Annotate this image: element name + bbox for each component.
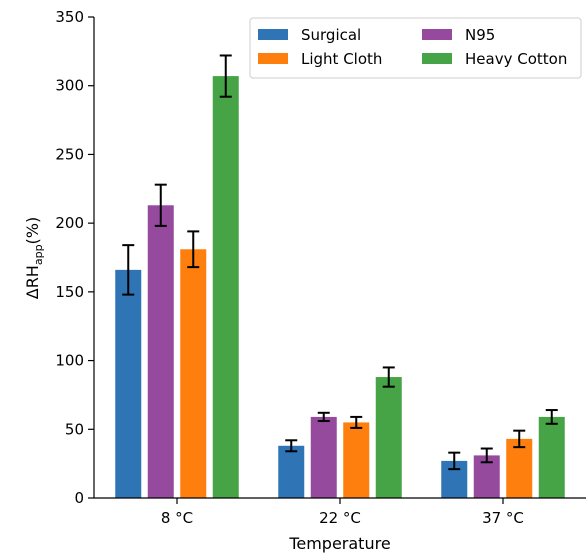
y-tick-label-150: 150: [55, 283, 84, 301]
error-bar-light-cloth-2: [513, 429, 526, 449]
y-tick-label-200: 200: [55, 214, 84, 232]
error-bar-light-cloth-0: [187, 230, 200, 269]
legend-swatch-light-cloth: [258, 53, 288, 64]
bar-n95-0: [147, 205, 174, 498]
bar-heavy-cotton-2: [538, 416, 565, 498]
error-bar-surgical-1: [285, 439, 298, 453]
x-tick-label-1: 22 °C: [319, 509, 361, 527]
bar-light-cloth-2: [506, 438, 533, 498]
axes-layer: 0 50 100 150 200 250 300 350 8 °C 22 °C 37 °C: [55, 8, 586, 527]
error-bar-n95-1: [317, 411, 330, 423]
legend-swatch-surgical: [258, 29, 288, 40]
bar-heavy-cotton-0: [212, 76, 239, 498]
error-bar-heavy-cotton-1: [382, 366, 395, 388]
y-tick-label-100: 100: [55, 352, 84, 370]
bar-n95-1: [310, 416, 337, 498]
y-tick-label-0: 0: [74, 489, 84, 507]
x-tick-label-2: 37 °C: [482, 509, 524, 527]
y-axis-title-sub: app: [32, 244, 45, 265]
legend-label-light-cloth: Light Cloth: [301, 50, 382, 68]
bar-surgical-1: [278, 445, 305, 498]
legend-swatch-n95: [422, 29, 452, 40]
bar-surgical-0: [115, 269, 142, 498]
error-bar-light-cloth-1: [350, 415, 363, 429]
error-bar-n95-2: [480, 447, 493, 464]
legend-label-n95: N95: [465, 26, 495, 44]
error-bar-surgical-0: [122, 244, 135, 296]
bar-heavy-cotton-1: [375, 377, 402, 498]
legend-frame: [249, 17, 582, 79]
error-bar-heavy-cotton-0: [219, 54, 232, 98]
bar-light-cloth-0: [180, 249, 207, 498]
bar-light-cloth-1: [343, 422, 370, 498]
y-axis-title: ΔRHapp(%): [23, 217, 45, 300]
y-axis-title-unit: (%): [23, 217, 42, 245]
bars-layer: [115, 54, 565, 498]
legend: Surgical Light Cloth N95 Heavy Cotton: [249, 17, 582, 79]
y-tick-label-300: 300: [55, 77, 84, 95]
y-axis-title-main: ΔRH: [23, 265, 42, 299]
y-tick-label-250: 250: [55, 145, 84, 163]
error-bar-n95-0: [154, 183, 167, 227]
x-axis-title: Temperature: [288, 534, 390, 553]
y-tick-label-350: 350: [55, 8, 84, 26]
x-tick-label-0: 8 °C: [161, 509, 193, 527]
legend-swatch-heavy-cotton: [422, 53, 452, 64]
legend-label-heavy-cotton: Heavy Cotton: [465, 50, 567, 68]
error-bar-surgical-2: [448, 451, 461, 471]
y-tick-label-50: 50: [65, 420, 84, 438]
error-bar-heavy-cotton-2: [545, 409, 558, 425]
legend-label-surgical: Surgical: [301, 26, 361, 44]
